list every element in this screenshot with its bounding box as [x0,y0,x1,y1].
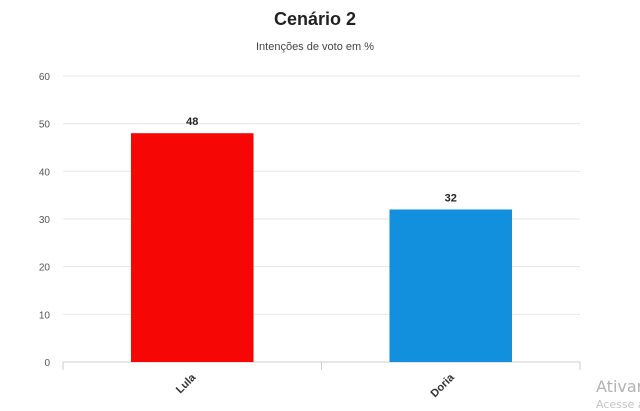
y-tick-label: 50 [39,120,51,131]
y-tick-label: 40 [39,167,51,178]
activation-watermark: Ativar [596,377,640,396]
bar [389,209,513,362]
y-tick-label: 30 [39,215,51,226]
activation-watermark-subtext: Acesse a [596,398,640,411]
x-category-label: Lula [174,371,199,396]
y-tick-label: 0 [44,358,50,369]
data-label: 48 [186,116,198,128]
chart-subtitle: Intenções de voto em % [255,41,374,53]
y-tick-label: 20 [39,263,51,274]
y-tick-label: 60 [39,72,51,83]
bar [130,133,254,362]
y-tick-label: 10 [39,310,51,321]
chart-title: Cenário 2 [273,9,357,29]
x-category-label: Doria [428,371,457,400]
data-label: 32 [445,192,457,204]
